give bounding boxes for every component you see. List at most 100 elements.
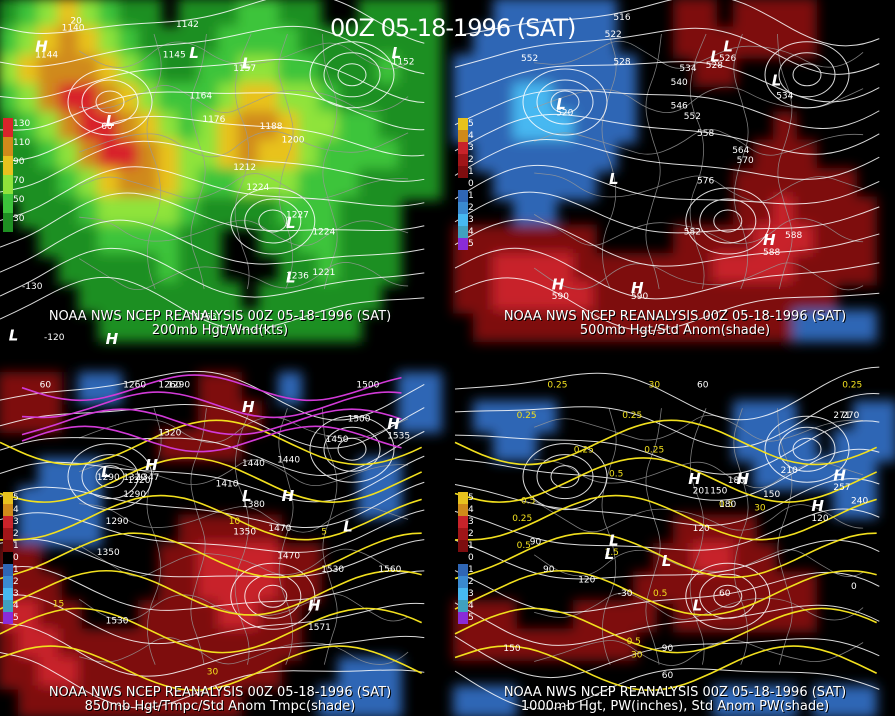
p850-legend-label: 2 <box>13 577 19 587</box>
p850-contour-value-label: 1450 <box>326 435 349 445</box>
p200-panel: 1140 1142 1145 1157 1152 1164 1176 1188 1200 1212… <box>0 0 442 348</box>
p200-pressure-center-label: H <box>106 330 119 348</box>
p1000-contour-ring <box>764 415 850 483</box>
p850-pressure-center-label: H <box>242 398 255 416</box>
p850-contour-value-label: 60 <box>40 380 52 390</box>
p200-contour-value-label: 1157 <box>233 64 256 74</box>
p1000-legend-swatch <box>458 564 468 576</box>
p850-legend-label: 5 <box>13 493 19 503</box>
p850-coastline <box>79 459 409 487</box>
p500-contour-value-label: 528 <box>613 57 630 67</box>
p500-shade-cell <box>773 111 797 144</box>
p1000-pressure-center-label: H <box>737 470 750 488</box>
p200-border <box>322 33 338 290</box>
p1000-legend-swatch <box>458 504 468 516</box>
p500-contour-ring <box>550 90 580 114</box>
p500-legend-swatch <box>458 214 468 226</box>
p1000-coastline <box>534 639 864 666</box>
p500-border <box>601 33 617 290</box>
p850-yellow-contours <box>0 419 423 691</box>
p500-contour-line <box>454 89 880 130</box>
p200-contour-value-label: 20 <box>70 17 82 27</box>
p850-legend-label: 0 <box>13 553 19 563</box>
p500-contour-ring <box>699 198 757 244</box>
p200-shade-cell <box>418 0 442 31</box>
p1000-contour-value-label: 60 <box>697 380 709 390</box>
p850-border <box>278 408 294 665</box>
p850-pressure-center-label: L <box>101 463 111 481</box>
p200-contour-line <box>0 115 425 163</box>
p200-shade-cell <box>198 224 222 257</box>
p850-contour-value-label: 1500 <box>356 380 379 390</box>
p500-legend-swatch <box>458 154 468 166</box>
p850-pressure-center-label: H <box>308 596 321 614</box>
p850-contour-ring <box>67 443 153 511</box>
p200-contour-value-label: 1200 <box>282 136 305 146</box>
p200-contour-value-label: 1168 <box>194 312 217 322</box>
p500-shade-cell <box>693 0 717 31</box>
p850-yellow-contour <box>0 494 422 541</box>
p500-contour-ring <box>536 79 594 125</box>
p850-yellow-contour <box>0 457 423 503</box>
p500-legend-label: 3 <box>468 215 474 225</box>
p1000-yellow-contour <box>454 569 877 616</box>
p850-contour-line <box>0 622 425 677</box>
p850-contour-line <box>0 370 425 421</box>
p500-contour-line <box>454 0 880 47</box>
p850-yellow-contour <box>0 607 423 654</box>
p500-pressure-center-label: L <box>556 95 566 113</box>
p500-legend-swatch <box>458 166 468 178</box>
p500-legend-swatch <box>458 226 468 238</box>
p1000-contour-line <box>454 508 880 551</box>
p500-contour-line <box>454 191 880 234</box>
p1000-contour-line <box>454 539 880 580</box>
p200-contour-ring <box>244 198 302 244</box>
p500-contour-line <box>454 139 880 180</box>
p200-pressure-center-label: L <box>286 214 296 232</box>
p1000-contour-value-label: 30 <box>631 651 643 661</box>
p500-contour-value-label: 546 <box>671 102 688 112</box>
p850-pressure-center-label: H <box>387 415 400 433</box>
p850-legend-swatch <box>3 576 13 588</box>
p200-shade-cell <box>138 0 162 31</box>
p850-legend-label: 5 <box>13 613 19 623</box>
p850-contour-value-label: 1260 <box>123 380 146 390</box>
p500-shade-cell <box>533 196 557 229</box>
p200-shade-cell <box>0 26 22 59</box>
p1000-contour-value-label: 30 <box>649 380 661 390</box>
p500-legend-label: 2 <box>468 203 474 213</box>
p500-legend-label: 1 <box>468 167 474 177</box>
p500-legend-swatch <box>458 190 468 202</box>
p850-border <box>322 408 338 665</box>
p500-contour-value-label: 534 <box>679 64 696 74</box>
p500-contour-value-label: 564 <box>732 146 749 156</box>
p850-shade-cell <box>418 400 442 433</box>
p1000-legend-swatch <box>458 588 468 600</box>
p200-contour-line <box>0 0 425 44</box>
p1000-caption-line2: 1000mb Hgt, PW(inches), Std Anom PW(shad… <box>520 699 830 714</box>
p1000-legend-swatch <box>458 540 468 552</box>
p850-contour-line <box>0 593 425 645</box>
p1000-legend-label: 3 <box>468 517 474 527</box>
p500-contour-value-label: 516 <box>613 13 630 23</box>
p850-contour-value-label: 1320 <box>128 476 151 486</box>
p850-shade-cell <box>38 372 62 405</box>
p500-contour-line <box>454 113 880 155</box>
p850-legend-swatch <box>3 600 13 612</box>
p200-border <box>146 33 162 290</box>
p200-caption: NOAA NWS NCEP REANALYSIS 00Z 05-18-1996 … <box>0 310 440 338</box>
p200-border <box>234 33 252 290</box>
p850-coastline <box>79 503 409 533</box>
p1000-contour-value-label: 120 <box>578 575 595 585</box>
page-title: 00Z 05-18-1996 (SAT) <box>330 14 576 42</box>
p850-legend-swatch <box>3 612 13 624</box>
p500-contour-ring <box>685 187 771 255</box>
p500-contour-value-label: 576 <box>697 176 714 186</box>
p850-contour-value-label: 1560 <box>378 565 401 575</box>
p200-shade-cell <box>338 309 362 342</box>
p500-pressure-center-label: L <box>710 48 720 66</box>
p1000-pressure-center-label: H <box>811 497 824 515</box>
p500-pressure-center-label: H <box>763 231 776 249</box>
p850-contour-value-label: 1320 <box>123 473 146 483</box>
p200-contour-line <box>0 247 425 298</box>
